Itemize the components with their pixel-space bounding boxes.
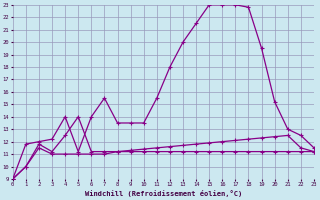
X-axis label: Windchill (Refroidissement éolien,°C): Windchill (Refroidissement éolien,°C) (85, 190, 242, 197)
